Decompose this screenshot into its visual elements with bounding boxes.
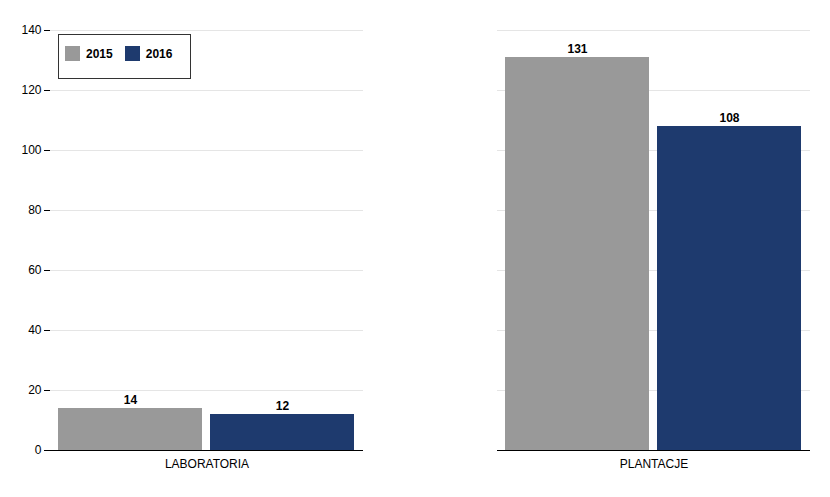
- svg-text:131: 131: [567, 42, 587, 56]
- svg-text:80: 80: [28, 203, 42, 217]
- svg-text:40: 40: [28, 323, 42, 337]
- svg-text:LABORATORIA: LABORATORIA: [165, 457, 249, 471]
- svg-text:60: 60: [28, 263, 42, 277]
- html-text:2016: 2016: [145, 46, 173, 61]
- svg-text:100: 100: [21, 143, 41, 157]
- html-text:2015: 2015: [86, 46, 113, 61]
- svg-text:14: 14: [124, 393, 138, 407]
- svg-text:140: 140: [21, 23, 41, 37]
- svg-text:108: 108: [719, 111, 739, 125]
- svg-text:0: 0: [35, 443, 42, 457]
- svg-text:20: 20: [28, 383, 42, 397]
- svg-text:12: 12: [276, 399, 290, 413]
- svg-text:120: 120: [21, 83, 41, 97]
- svg-text:PLANTACJE: PLANTACJE: [620, 457, 688, 471]
